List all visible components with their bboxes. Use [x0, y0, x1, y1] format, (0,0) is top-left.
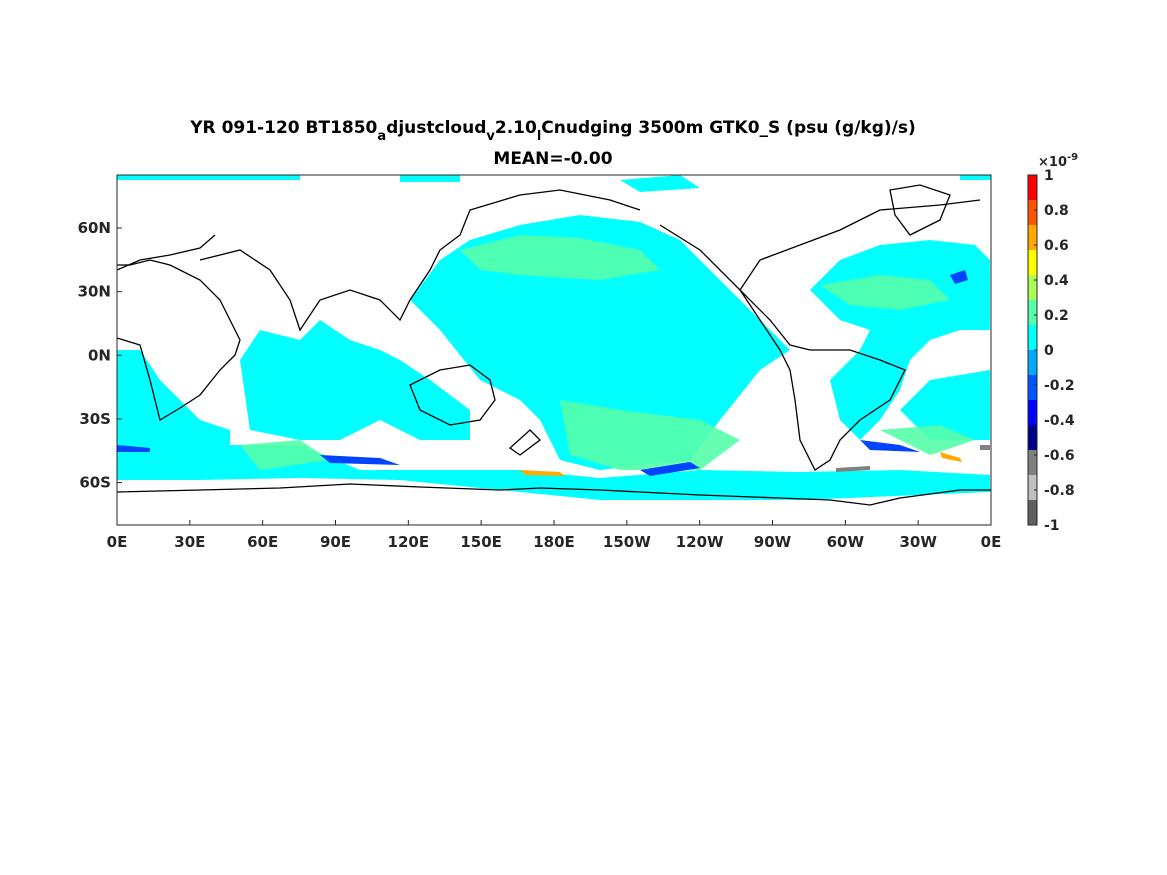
plot-title: YR 091-120 BT1850adjustcloudv2.10lCnudgi… — [189, 118, 916, 144]
colorbar-cell — [1028, 300, 1037, 326]
colorbar-exponent-power: -9 — [1067, 152, 1078, 163]
lon-tick-label: 0E — [107, 533, 128, 551]
colorbar-tick-label: -0.2 — [1044, 378, 1075, 394]
colorbar-tick-label: 0 — [1044, 343, 1054, 359]
longitude-ticks: 0E 30E 60E 90E 120E 150E 180E 150W 120W 90W 60W 30W… — [107, 520, 1002, 551]
colorbar-cell — [1028, 450, 1037, 476]
lon-tick-label: 0E — [981, 533, 1002, 551]
colorbar-exponent-base: ×10 — [1038, 155, 1067, 170]
colorbar-tick-label: -0.6 — [1044, 448, 1075, 464]
title-sub3: l — [537, 129, 541, 144]
colorbar-exponent: ×10-9 — [1038, 152, 1078, 170]
negative-anomaly-streaks — [117, 270, 968, 476]
lon-tick-label: 90W — [754, 533, 792, 551]
title-prefix: YR 091-120 BT1850 — [189, 118, 377, 138]
colorbar-cell — [1028, 500, 1037, 526]
positive-anomaly-field — [240, 235, 975, 470]
latitude-ticks: 60N 30N 0N 30S 60S — [78, 219, 122, 492]
lowest-anomaly-streaks — [836, 445, 990, 472]
colorbar-cell — [1028, 250, 1037, 276]
colorbar-cell — [1028, 175, 1037, 201]
lat-tick-label: 60S — [79, 474, 111, 492]
colorbar-cell — [1028, 350, 1037, 376]
lat-tick-label: 30N — [78, 283, 111, 301]
colorbar-cell — [1028, 475, 1037, 501]
title-sub2: v — [486, 129, 495, 144]
lon-tick-label: 30E — [174, 533, 205, 551]
lat-tick-label: 0N — [88, 346, 111, 364]
colorbar-tick-label: -0.8 — [1044, 483, 1075, 499]
colorbar: ×10-9 1 0.8 0.6 0.4 0.2 0 -0.2 -0.4 -0.6 -0.8 -1 — [1027, 152, 1078, 534]
lon-tick-label: 120W — [676, 533, 724, 551]
colorbar-tick-label: 0.2 — [1044, 308, 1069, 324]
strong-positive-streaks — [520, 452, 962, 476]
colorbar-tick-label: 0.6 — [1044, 238, 1069, 254]
lon-tick-label: 90E — [320, 533, 351, 551]
title-part3: 2.10 — [495, 118, 537, 138]
lon-tick-label: 150W — [603, 533, 651, 551]
title-sub1: a — [377, 129, 386, 144]
lat-tick-label: 60N — [78, 219, 111, 237]
lon-tick-label: 120E — [388, 533, 430, 551]
colorbar-cell — [1028, 200, 1037, 226]
colorbar-cell — [1028, 275, 1037, 301]
coastlines — [117, 184, 991, 506]
colorbar-tick-label: 0.8 — [1044, 203, 1069, 219]
colorbar-ticks: 1 0.8 0.6 0.4 0.2 0 -0.2 -0.4 -0.6 -0.8 -1 — [1034, 168, 1075, 534]
lon-tick-label: 150E — [460, 533, 502, 551]
colorbar-tick-label: 0.4 — [1044, 273, 1069, 289]
lat-tick-label: 30S — [79, 410, 111, 428]
colorbar-cell — [1028, 375, 1037, 401]
colorbar-cell — [1028, 400, 1037, 426]
lon-tick-label: 180E — [533, 533, 575, 551]
map-panel: 0E 30E 60E 90E 120E 150E 180E 150W 120W 90W 60W 30W… — [78, 174, 1002, 551]
lon-tick-label: 60W — [827, 533, 865, 551]
title-suffix: Cnudging 3500m GTK0_S (psu (g/kg)/s) — [541, 118, 915, 138]
colorbar-cell — [1028, 325, 1037, 351]
colorbar-tick-label: 1 — [1044, 168, 1054, 184]
lon-tick-label: 60E — [247, 533, 278, 551]
colorbar-cell — [1028, 225, 1037, 251]
lon-tick-label: 30W — [899, 533, 937, 551]
title-part2: djustcloud — [386, 118, 486, 138]
mean-label: MEAN=-0.00 — [493, 149, 612, 169]
colorbar-cell — [1028, 425, 1037, 451]
colorbar-tick-label: -0.4 — [1044, 413, 1075, 429]
ocean-field — [117, 175, 991, 500]
colorbar-tick-label: -1 — [1044, 518, 1060, 534]
